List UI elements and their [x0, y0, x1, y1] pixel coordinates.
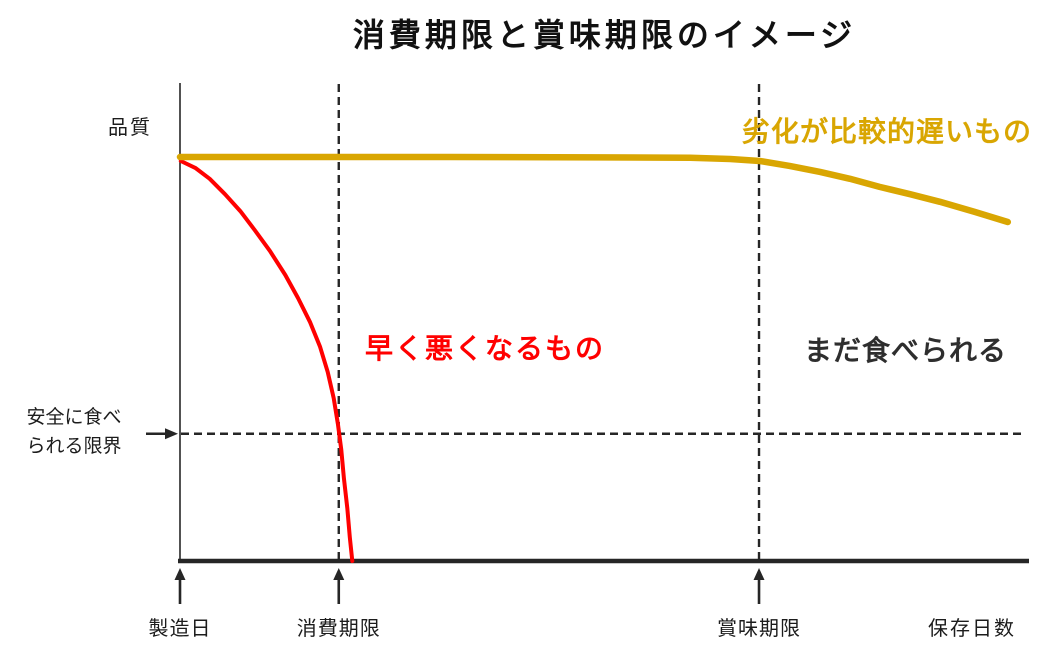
marker-label-consume-by: 消費期限 [296, 618, 381, 640]
fast-spoil-series-label: 早く悪くなるもの [365, 333, 606, 364]
marker-label-manufacture: 製造日 [148, 618, 212, 640]
slow-decay-series-label: 劣化が比較的遅いもの [742, 116, 1033, 147]
marker-label-best-before: 賞味期限 [717, 618, 802, 640]
x-axis-label: 保存日数 [928, 618, 1016, 640]
still-edible-label: まだ食べられる [804, 335, 1008, 366]
safety-limit-label: 安全に食べ られる限界 [26, 407, 122, 457]
chart-title: 消費期限と賞味期限のイメージ [352, 17, 857, 53]
y-axis-label: 品質 [108, 117, 152, 139]
